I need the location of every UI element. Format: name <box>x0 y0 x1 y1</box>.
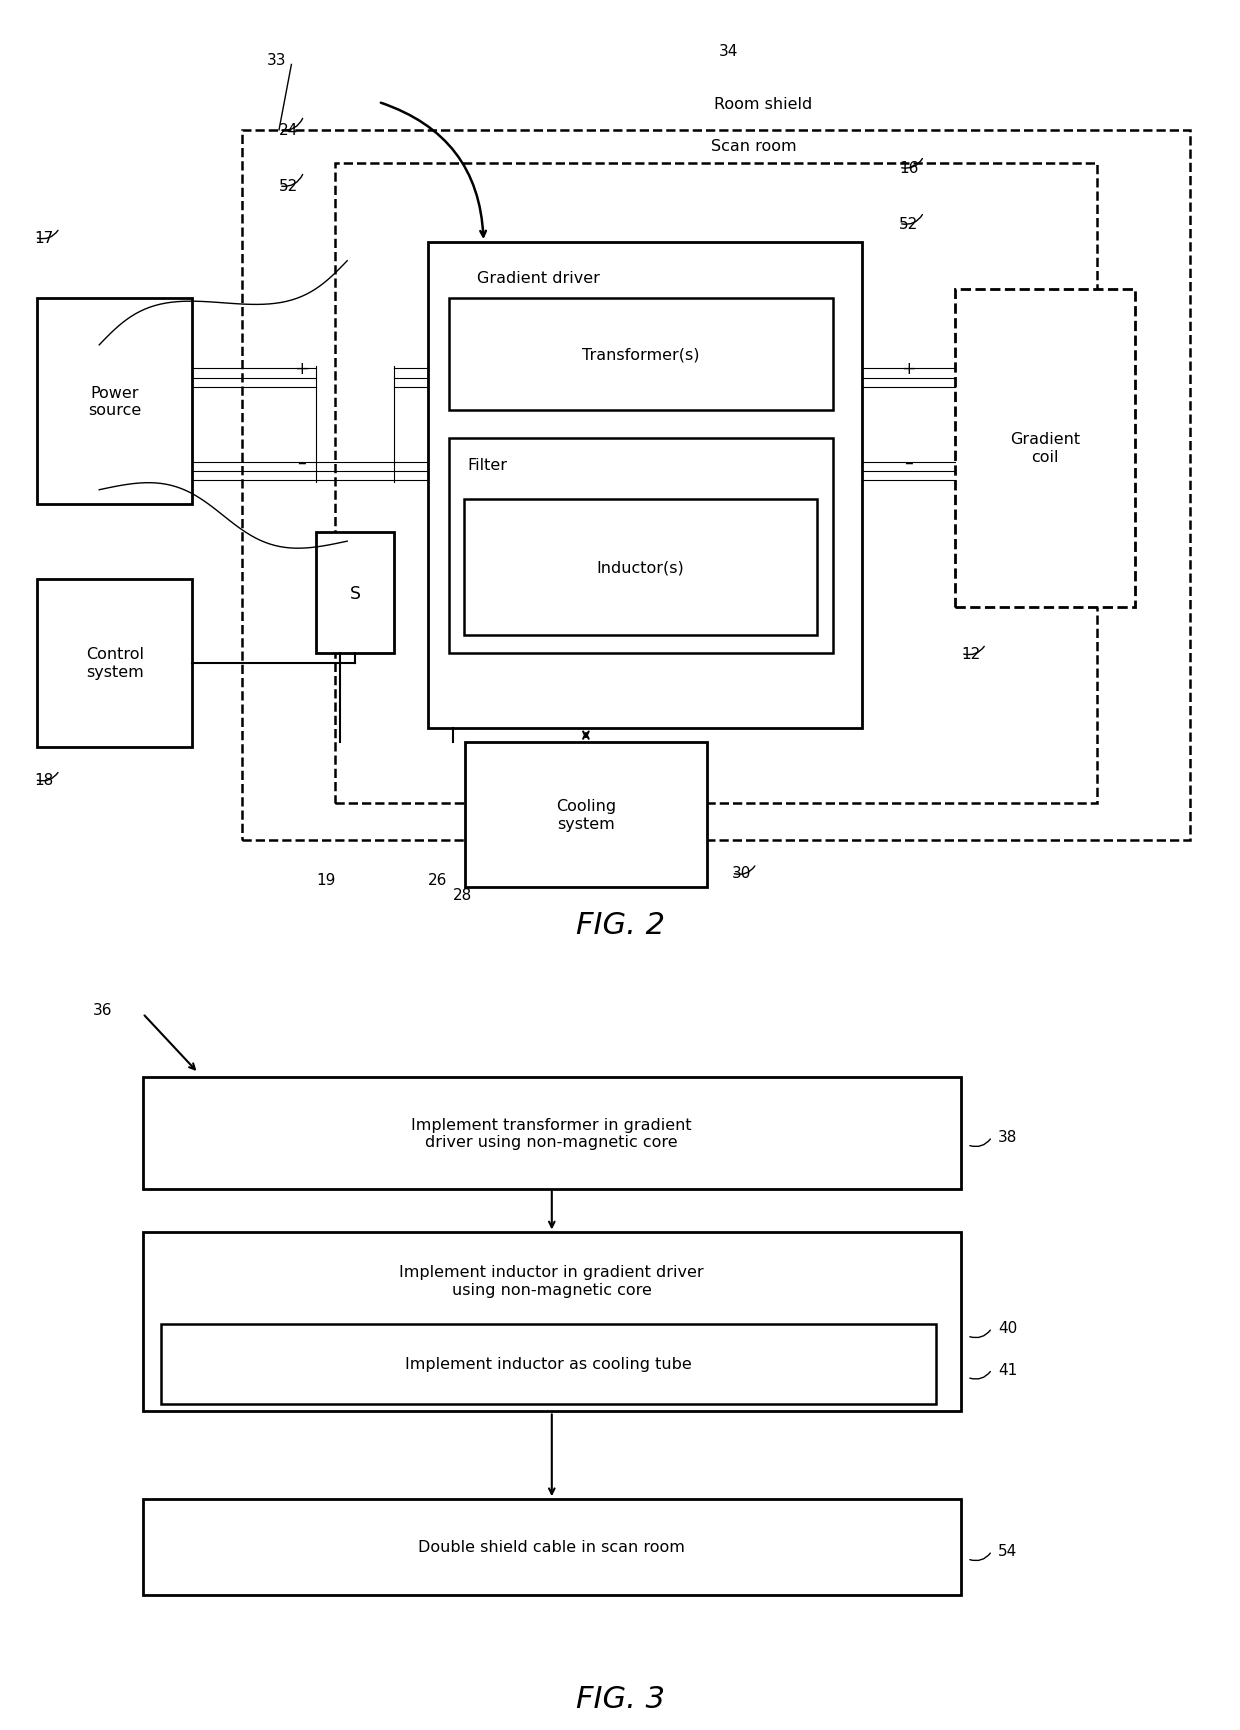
Text: Inductor(s): Inductor(s) <box>596 561 684 574</box>
Bar <box>161 1323 936 1403</box>
Text: Double shield cable in scan room: Double shield cable in scan room <box>418 1540 686 1555</box>
Text: Cooling
system: Cooling system <box>556 799 616 832</box>
Text: Scan room: Scan room <box>712 138 797 154</box>
Text: Gradient
coil: Gradient coil <box>1009 432 1080 465</box>
Text: 17: 17 <box>35 230 55 246</box>
Bar <box>428 242 862 728</box>
Bar <box>465 742 707 887</box>
Bar <box>143 1078 961 1189</box>
Text: 40: 40 <box>998 1320 1018 1336</box>
Text: 34: 34 <box>719 43 739 59</box>
Text: –: – <box>296 453 306 471</box>
Text: Filter: Filter <box>467 458 507 472</box>
Bar <box>449 439 833 654</box>
Text: 33: 33 <box>267 54 286 67</box>
Bar <box>955 289 1135 607</box>
Bar <box>335 164 1097 803</box>
Text: +: + <box>294 360 309 377</box>
Bar <box>143 1232 961 1412</box>
Text: 36: 36 <box>93 1002 113 1017</box>
Text: –: – <box>904 453 914 471</box>
Text: 26: 26 <box>428 872 448 887</box>
Text: Room shield: Room shield <box>714 97 812 112</box>
Text: 52: 52 <box>899 216 919 232</box>
Bar <box>464 500 817 635</box>
Text: 38: 38 <box>998 1130 1018 1145</box>
Text: 30: 30 <box>732 867 751 881</box>
Text: Control
system: Control system <box>86 647 144 680</box>
Text: Transformer(s): Transformer(s) <box>583 348 699 363</box>
Text: Implement inductor in gradient driver
using non-magnetic core: Implement inductor in gradient driver us… <box>399 1265 704 1298</box>
Text: +: + <box>901 360 916 377</box>
Text: FIG. 2: FIG. 2 <box>575 910 665 939</box>
Bar <box>37 580 192 747</box>
Text: 52: 52 <box>279 180 299 194</box>
Text: 54: 54 <box>998 1543 1018 1559</box>
Bar <box>316 533 394 654</box>
Bar <box>37 299 192 505</box>
Bar <box>242 131 1190 841</box>
Text: 19: 19 <box>316 872 336 887</box>
Text: 12: 12 <box>961 647 981 661</box>
Bar <box>143 1500 961 1595</box>
Text: 24: 24 <box>279 123 299 138</box>
Text: 28: 28 <box>453 887 472 903</box>
Text: 18: 18 <box>35 773 55 787</box>
Text: 41: 41 <box>998 1362 1018 1377</box>
Text: FIG. 3: FIG. 3 <box>575 1683 665 1713</box>
Text: Gradient driver: Gradient driver <box>477 272 600 285</box>
Text: Power
source: Power source <box>88 386 141 419</box>
Text: S: S <box>350 585 361 602</box>
Text: 16: 16 <box>899 161 919 176</box>
Text: Implement inductor as cooling tube: Implement inductor as cooling tube <box>405 1356 692 1372</box>
Bar <box>449 299 833 412</box>
Text: Implement transformer in gradient
driver using non-magnetic core: Implement transformer in gradient driver… <box>412 1118 692 1149</box>
